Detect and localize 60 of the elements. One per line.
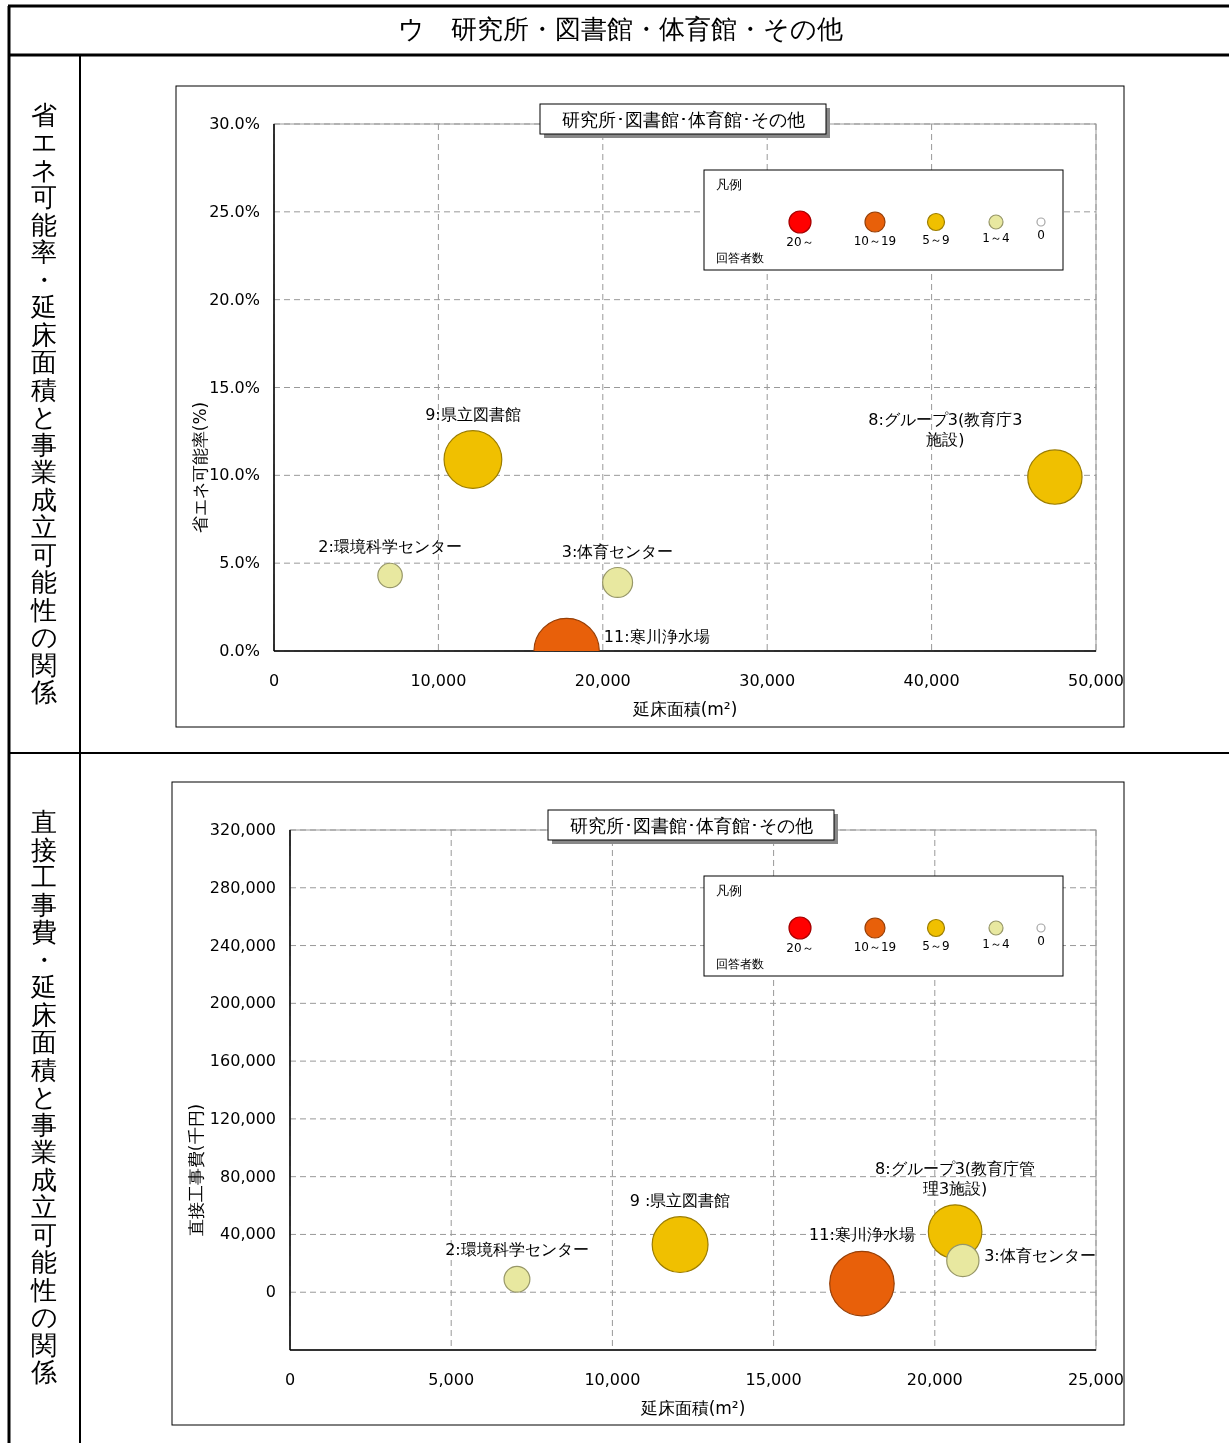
annotation: 8:グループ3(教育庁3施設) [868,409,1023,449]
text: 直接工事費・延床面積と事業成立可能性の関係 [30,807,58,1388]
y-tick-label: 160,000 [209,1051,276,1071]
legend-label: 5～9 [922,938,950,953]
x-axis-title: 延床面積(m²) [639,1398,746,1418]
chart-title: 研究所･図書館･体育館･その他 [569,815,813,836]
legend-label: 1～4 [982,937,1010,951]
legend-label: 0 [1037,228,1045,242]
annotation: 回答者数 [716,957,764,971]
annotation: 2:環境科学センター [318,537,462,557]
x-tick-label: 0 [284,1370,296,1389]
annotation: 回答者数 [716,251,764,265]
x-tick-label: 10,000 [410,671,467,690]
legend-label: 0 [1037,934,1045,948]
y-tick-label: 240,000 [209,935,276,955]
y-tick-label: 0 [265,1282,276,1302]
legend-label: 10～19 [853,940,897,954]
legend-label: 5～9 [922,232,950,247]
x-tick-label: 30,000 [739,671,796,690]
annotation: 3:体育センター [984,1246,1096,1266]
y-tick-label: 10.0% [209,465,260,485]
y-tick-label: 5.0% [219,553,260,573]
text: ウ 研究所・図書館・体育館・その他 [397,14,843,44]
x-tick-label: 5,000 [428,1370,475,1389]
y-tick-label: 200,000 [209,993,276,1013]
legend-title: 凡例 [716,177,742,192]
x-tick-label: 15,000 [745,1370,802,1389]
legend-label: 10～19 [853,234,897,248]
legend-label: 1～4 [982,231,1010,245]
y-tick-label: 320,000 [209,820,276,839]
legend-label: 20～ [786,235,814,249]
y-tick-label: 280,000 [209,877,276,897]
annotation: 3:体育センター [561,541,674,561]
annotation: 11:寒川浄水場 [809,1225,915,1245]
annotation: 9:県立図書館 [425,404,521,424]
annotation: 9 :県立図書館 [629,1190,731,1210]
y-tick-label: 30.0% [209,114,260,133]
y-tick-label: 120,000 [209,1108,276,1128]
x-tick-label: 10,000 [584,1370,641,1389]
chart-title: 研究所･図書館･体育館･その他 [561,109,805,130]
y-tick-label: 0.0% [219,641,260,660]
x-tick-label: 50,000 [1068,671,1124,690]
y-tick-label: 25.0% [209,201,260,221]
y-axis-title: 直接工事費(千円) [186,1103,206,1237]
annotation: 8:グループ3(教育庁管理3施設) [875,1158,1036,1198]
legend-label: 20～ [786,941,814,955]
y-tick-label: 40,000 [220,1224,276,1244]
x-axis-title: 延床面積(m²) [631,699,738,719]
y-tick-label: 80,000 [220,1166,276,1186]
legend-title: 凡例 [716,883,742,898]
y-axis-title: 省エネ可能率(%) [190,401,210,534]
text: 省エネ可能率・延床面積と事業成立可能性の関係 [30,99,58,707]
y-tick-label: 20.0% [209,289,260,309]
x-tick-label: 25,000 [1068,1370,1124,1389]
annotation: 11:寒川浄水場 [603,627,710,646]
x-tick-label: 20,000 [574,671,631,690]
y-tick-label: 15.0% [209,377,260,397]
annotation: 2:環境科学センター [445,1240,589,1260]
x-tick-label: 40,000 [903,671,960,690]
x-tick-label: 20,000 [906,1370,963,1389]
